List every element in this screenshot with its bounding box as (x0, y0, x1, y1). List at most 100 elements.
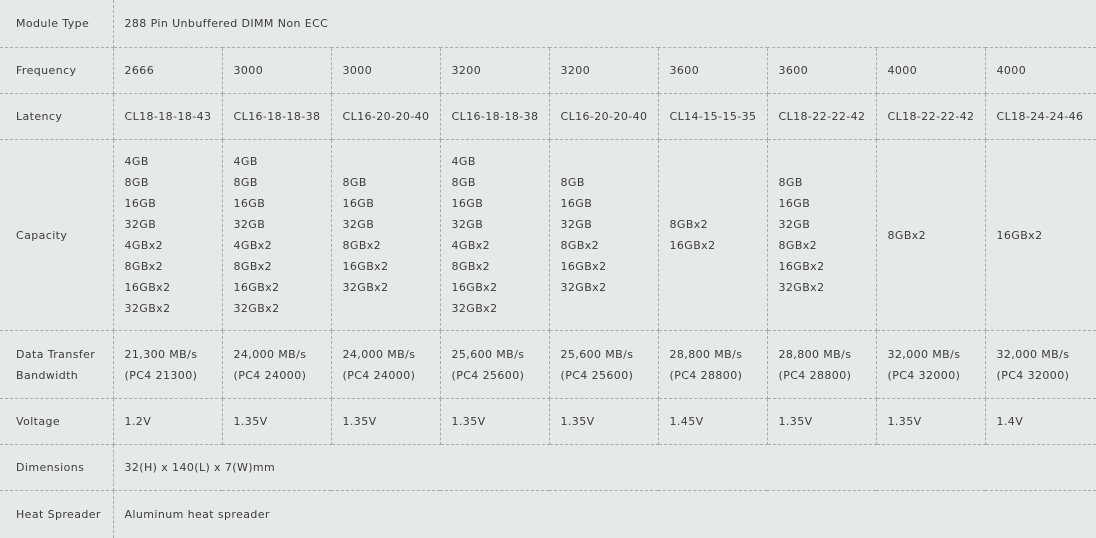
cell-line: 32GB (342, 218, 375, 232)
heat-spreader-row: Heat Spreader Aluminum heat spreader (0, 490, 1096, 538)
table-cell: CL14-15-15-35 (657, 92, 768, 141)
cell-line: 8GB (451, 176, 476, 190)
table-cell: 3600 (657, 46, 768, 95)
cell-line: (PC4 21300) (124, 368, 198, 382)
cell-line: 16GBx2 (342, 260, 389, 274)
cell-line: 32GBx2 (560, 281, 607, 295)
table-cell: CL16-20-20-40 (330, 92, 441, 141)
cell-line: 16GBx2 (233, 281, 280, 295)
cell-line: 32GBx2 (124, 302, 171, 316)
table-cell: 8GB 16GB 32GB 8GBx2 16GBx2 32GBx2 (330, 139, 441, 332)
row-label: Data Transfer Bandwidth (0, 330, 114, 399)
table-cell: 1.35V (221, 397, 332, 445)
table-cell: CL16-20-20-40 (548, 92, 659, 141)
cell-line: 32GB (124, 218, 157, 232)
cell-line: 8GB (778, 176, 803, 190)
cell-line: 8GBx2 (669, 218, 709, 232)
table-cell: 4GB 8GB 16GB 32GB 4GBx2 8GBx2 16GBx2 32GBx2 (112, 139, 223, 332)
cell-line: 16GBx2 (778, 260, 825, 274)
cell-line: 32GBx2 (342, 281, 389, 295)
table-cell: 1.35V (439, 397, 550, 445)
table-cell: 8GBx2 (875, 139, 986, 332)
cell-line: 32GBx2 (233, 302, 280, 316)
table-cell: 1.2V (112, 397, 223, 445)
row-label: Frequency (0, 46, 114, 95)
cell-line: 25,600 MB/s (451, 347, 525, 361)
cell-line: (PC4 25600) (560, 368, 634, 382)
cell-line: 32GB (778, 218, 811, 232)
cell-line: 32GB (233, 218, 266, 232)
cell-line: 4GB (451, 155, 476, 169)
cell-line: 24,000 MB/s (233, 347, 307, 361)
capacity-row: Capacity 4GB 8GB 16GB 32GB 4GBx2 8GBx2 16GBx2 32… (0, 139, 1096, 332)
row-label: Heat Spreader (0, 490, 114, 538)
row-label: Latency (0, 92, 114, 141)
table-cell: 1.35V (875, 397, 986, 445)
table-cell: CL16-18-18-38 (439, 92, 550, 141)
frequency-row: Frequency 2666 3000 3000 3200 3200 3600 3600 400… (0, 46, 1096, 95)
cell-line: 28,800 MB/s (669, 347, 743, 361)
table-cell: CL16-18-18-38 (221, 92, 332, 141)
dimensions-row: Dimensions 32(H) x 140(L) x 7(W)mm (0, 443, 1096, 492)
table-cell: 8GB 16GB 32GB 8GBx2 16GBx2 32GBx2 (548, 139, 659, 332)
cell-line: 32,000 MB/s (996, 347, 1070, 361)
table-cell: 3200 (439, 46, 550, 95)
table-cell: 1.35V (548, 397, 659, 445)
cell-line: 21,300 MB/s (124, 347, 198, 361)
cell-line: 8GBx2 (887, 228, 927, 242)
table-cell: 32(H) x 140(L) x 7(W)mm (112, 443, 1096, 492)
row-label: Voltage (0, 397, 114, 445)
table-cell: 2666 (112, 46, 223, 95)
table-cell: 25,600 MB/s (PC4 25600) (439, 330, 550, 399)
table-cell: Aluminum heat spreader (112, 490, 1096, 538)
row-label: Dimensions (0, 443, 114, 492)
cell-line: 8GBx2 (778, 239, 818, 253)
cell-line: 16GBx2 (124, 281, 171, 295)
table-cell: 32,000 MB/s (PC4 32000) (875, 330, 986, 399)
table-cell: 28,800 MB/s (PC4 28800) (657, 330, 768, 399)
table-cell: 1.35V (330, 397, 441, 445)
latency-row: Latency CL18-18-18-43 CL16-18-18-38 CL16-20… (0, 92, 1096, 141)
cell-line: (PC4 24000) (233, 368, 307, 382)
module-type-row: Module Type 288 Pin Unbuffered DIMM Non E… (0, 0, 1096, 48)
cell-line: 16GBx2 (451, 281, 498, 295)
cell-line: 16GBx2 (996, 228, 1043, 242)
cell-line: 8GB (124, 176, 149, 190)
table-cell: 1.35V (766, 397, 877, 445)
cell-line: 28,800 MB/s (778, 347, 852, 361)
cell-line: (PC4 25600) (451, 368, 525, 382)
table-cell: 24,000 MB/s (PC4 24000) (221, 330, 332, 399)
row-label: Module Type (0, 0, 114, 48)
cell-line: (PC4 24000) (342, 368, 416, 382)
table-cell: 4GB 8GB 16GB 32GB 4GBx2 8GBx2 16GBx2 32GBx2 (221, 139, 332, 332)
table-cell: 8GBx2 16GBx2 (657, 139, 768, 332)
table-cell: 3000 (221, 46, 332, 95)
cell-line: 16GB (124, 197, 157, 211)
cell-line: 32GB (560, 218, 593, 232)
table-cell: 32,000 MB/s (PC4 32000) (984, 330, 1096, 399)
cell-line: 8GBx2 (342, 239, 382, 253)
cell-line: 4GB (233, 155, 258, 169)
table-cell: CL18-24-24-46 (984, 92, 1096, 141)
table-cell: 288 Pin Unbuffered DIMM Non ECC (112, 0, 1096, 48)
cell-line: 25,600 MB/s (560, 347, 634, 361)
bandwidth-row: Data Transfer Bandwidth 21,300 MB/s (PC4 21… (0, 330, 1096, 399)
cell-line: (PC4 28800) (669, 368, 743, 382)
row-label: Capacity (0, 139, 114, 332)
cell-line: 4GB (124, 155, 149, 169)
cell-line: 16GBx2 (560, 260, 607, 274)
cell-line: 8GBx2 (451, 260, 491, 274)
table-cell: CL18-18-18-43 (112, 92, 223, 141)
cell-line: 32GBx2 (451, 302, 498, 316)
cell-line: (PC4 28800) (778, 368, 852, 382)
cell-line: 32,000 MB/s (887, 347, 961, 361)
cell-line: 16GB (233, 197, 266, 211)
table-cell: 25,600 MB/s (PC4 25600) (548, 330, 659, 399)
cell-line: 8GBx2 (124, 260, 164, 274)
cell-line: 8GB (342, 176, 367, 190)
cell-line: 4GBx2 (124, 239, 164, 253)
cell-line: 8GB (560, 176, 585, 190)
table-cell: 4GB 8GB 16GB 32GB 4GBx2 8GBx2 16GBx2 32GBx2 (439, 139, 550, 332)
